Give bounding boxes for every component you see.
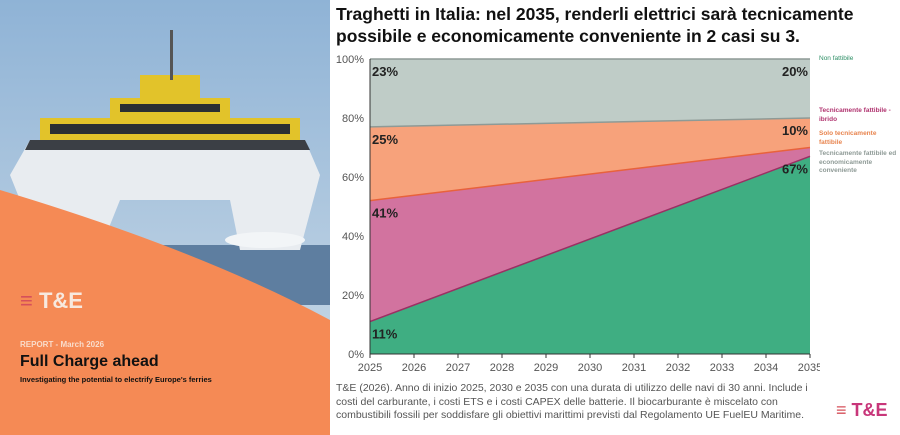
report-label: REPORT - March 2026	[20, 340, 105, 349]
te-logo: ≡ T&E	[20, 288, 83, 313]
logo-text: T&E	[38, 288, 83, 313]
series-boundary-3	[369, 117, 811, 128]
area-series-0	[370, 156, 810, 354]
data-label: 11%	[372, 327, 398, 342]
ferry-photo	[0, 0, 330, 435]
legend-item: Solo tecnicamente fattibile	[819, 130, 877, 146]
x-tick-label: 2033	[710, 362, 734, 374]
area-series-3	[370, 59, 810, 127]
data-label: 10%	[782, 123, 808, 138]
y-tick-label: 100%	[336, 54, 364, 66]
y-tick-label: 80%	[342, 113, 364, 125]
footer-logo-text: T&E	[851, 400, 888, 420]
x-tick-label: 2026	[402, 362, 426, 374]
report-cover: ≡ T&E REPORT - March 2026 Full Charge ah…	[0, 0, 330, 435]
data-label: 41%	[372, 206, 398, 221]
x-tick-label: 2034	[754, 362, 778, 374]
x-tick-label: 2029	[534, 362, 558, 374]
chart-title: Traghetti in Italia: nel 2035, renderli …	[336, 4, 854, 46]
source-note: T&E (2026). Anno di inizio 2025, 2030 e …	[336, 382, 808, 421]
data-label: 25%	[372, 132, 398, 147]
data-label: 67%	[782, 161, 808, 176]
x-tick-label: 2030	[578, 362, 602, 374]
x-tick-label: 2025	[358, 362, 382, 374]
x-tick-label: 2028	[490, 362, 514, 374]
data-label: 20%	[782, 64, 808, 79]
series-boundary-2	[369, 146, 811, 202]
footer-te-logo: ≡ T&E	[836, 400, 888, 420]
stacked-area-chart: 0% 20% 40% 60% 80% 100% 2025 2026 2027 2028 2029 20…	[336, 54, 820, 374]
cover-subtitle: Investigating the potential to electrify…	[20, 375, 212, 384]
x-tick-label: 2027	[446, 362, 470, 374]
series-boundary-1	[369, 155, 811, 323]
y-tick-label: 40%	[342, 231, 364, 243]
x-tick-label: 2032	[666, 362, 690, 374]
data-label: 23%	[372, 64, 398, 79]
y-tick-label: 0%	[348, 349, 364, 361]
legend-item: Tecnicamente fattibile ed economicamente…	[819, 150, 897, 174]
area-series-2	[370, 118, 810, 201]
cover-title: Full Charge ahead	[20, 353, 159, 370]
area-series-1	[370, 147, 810, 322]
legend-item: Tecnicamente fattibile - ibrido	[819, 107, 891, 123]
y-tick-label: 60%	[342, 172, 364, 184]
legend-item: Non fattibile	[819, 55, 854, 62]
y-tick-label: 20%	[342, 290, 364, 302]
x-tick-label: 2031	[622, 362, 646, 374]
x-tick-label: 2035	[798, 362, 820, 374]
